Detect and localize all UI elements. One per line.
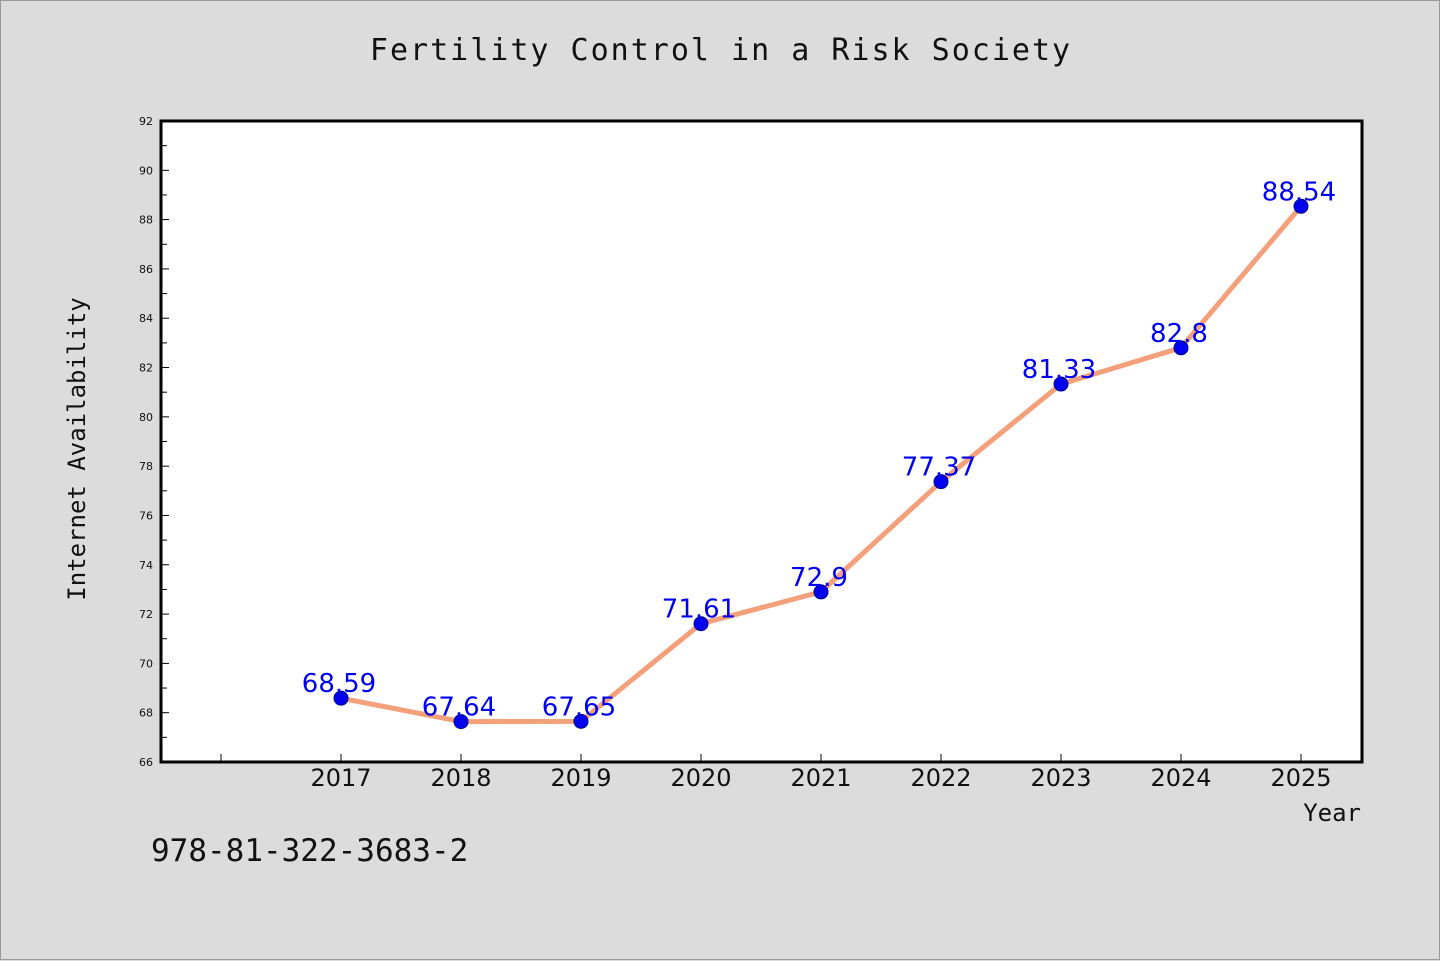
y-tick-label: 74 <box>139 559 153 572</box>
x-tick-label: 2019 <box>550 764 611 792</box>
isbn-footer: 978-81-322-3683-2 <box>151 833 469 869</box>
x-tick-label: 2025 <box>1270 764 1331 792</box>
y-tick-label: 68 <box>139 707 153 720</box>
data-point <box>933 474 949 490</box>
y-tick-label: 86 <box>139 263 153 276</box>
y-tick-label: 90 <box>139 164 153 177</box>
data-label: 82.8 <box>1150 319 1208 349</box>
y-tick-label: 70 <box>139 657 153 670</box>
x-tick-label: 2024 <box>1150 764 1211 792</box>
data-label: 77.37 <box>902 453 976 483</box>
y-axis-title: Internet Availability <box>63 297 91 600</box>
x-tick-label: 2021 <box>790 764 851 792</box>
data-label: 72.9 <box>790 563 848 593</box>
data-point <box>573 713 589 729</box>
y-tick-label: 76 <box>139 509 153 522</box>
x-tick-label: 2018 <box>430 764 491 792</box>
y-axis: 66 68 70 72 74 76 78 80 82 84 86 88 90 92 <box>139 115 169 769</box>
data-label: 67.65 <box>542 692 616 722</box>
y-tick-label: 92 <box>139 115 153 128</box>
y-tick-label: 84 <box>139 312 153 325</box>
data-labels: 68.59 67.64 67.65 71.61 72.9 77.37 81.33 82.8 88… <box>302 177 1336 722</box>
chart-title: Fertility Control in a Risk Society <box>369 33 1073 68</box>
x-tick-label: 2017 <box>310 764 371 792</box>
data-label: 67.64 <box>422 693 496 723</box>
data-label: 88.54 <box>1262 177 1336 207</box>
x-tick-label: 2022 <box>910 764 971 792</box>
data-point <box>1293 198 1309 214</box>
x-axis-title: Year <box>1303 799 1361 827</box>
data-point <box>1053 376 1069 392</box>
x-axis: 2017 2018 2019 2020 2021 2022 2023 2024 2025 <box>220 754 1332 792</box>
data-point <box>693 616 709 632</box>
data-point <box>333 690 349 706</box>
data-label: 81.33 <box>1022 355 1096 385</box>
x-tick-label: 2023 <box>1030 764 1091 792</box>
y-tick-label: 72 <box>139 608 153 621</box>
y-tick-label: 66 <box>139 756 153 769</box>
data-label: 68.59 <box>302 669 376 699</box>
data-point <box>453 714 469 730</box>
plot-area <box>159 119 1364 764</box>
data-point <box>1173 340 1189 356</box>
data-points <box>333 198 1309 730</box>
y-tick-label: 78 <box>139 460 153 473</box>
y-tick-label: 82 <box>139 362 153 375</box>
y-tick-label: 88 <box>139 214 153 227</box>
x-tick-label: 2020 <box>670 764 731 792</box>
y-tick-label: 80 <box>139 411 153 424</box>
data-label: 71.61 <box>662 595 736 625</box>
data-point <box>813 584 829 600</box>
